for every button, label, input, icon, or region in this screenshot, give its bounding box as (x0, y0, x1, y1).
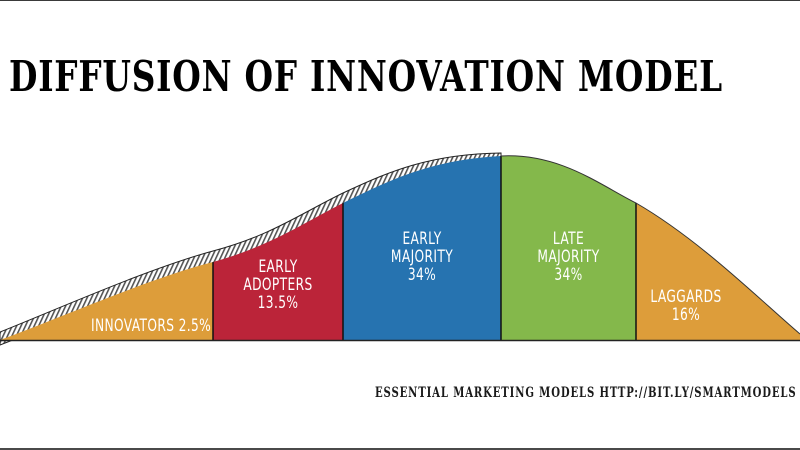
early-adopters-line1: EARLY (258, 257, 298, 277)
label-laggards: LAGGARDS 16% (643, 288, 729, 324)
early-majority-line1: EARLY (402, 229, 442, 249)
late-majority-line1: LATE (552, 229, 585, 249)
top-border (0, 0, 800, 1)
early-adopters-pct: 13.5% (257, 293, 299, 313)
label-early-adopters: EARLY ADOPTERS 13.5% (231, 258, 325, 312)
label-innovators: INNOVATORS 2.5% (91, 317, 211, 335)
segment-innovators (0, 155, 213, 340)
late-majority-line2: MAJORITY (537, 247, 600, 267)
laggards-pct: 16% (671, 305, 701, 325)
innovators-text: INNOVATORS 2.5% (91, 316, 212, 336)
footer-credit: ESSENTIAL MARKETING MODELS HTTP://BIT.LY… (375, 385, 797, 401)
bottom-border (0, 448, 800, 450)
early-adopters-line2: ADOPTERS (243, 275, 313, 295)
label-early-majority: EARLY MAJORITY 34% (365, 230, 479, 284)
early-majority-line2: MAJORITY (390, 247, 454, 267)
late-majority-pct: 34% (554, 265, 583, 285)
page-title: DIFFUSION OF INNOVATION MODEL (9, 52, 723, 101)
label-late-majority: LATE MAJORITY 34% (520, 230, 617, 284)
laggards-line1: LAGGARDS (650, 287, 722, 307)
early-majority-pct: 34% (407, 265, 437, 285)
